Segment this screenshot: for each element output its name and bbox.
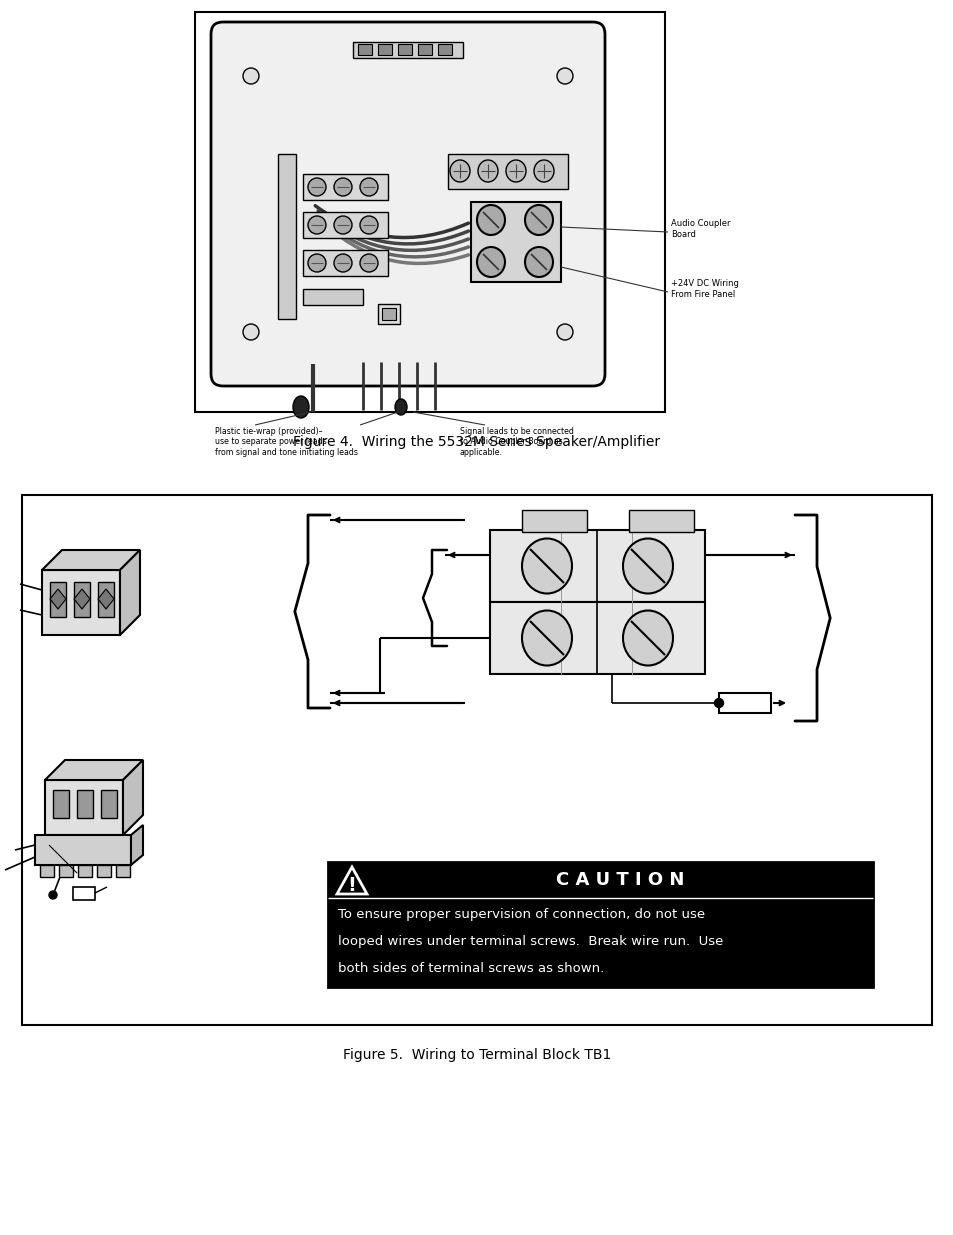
Text: +24V DC Wiring
From Fire Panel: +24V DC Wiring From Fire Panel xyxy=(670,279,739,299)
Bar xyxy=(42,571,120,635)
Polygon shape xyxy=(50,589,66,609)
Text: To ensure proper supervision of connection, do not use: To ensure proper supervision of connecti… xyxy=(337,908,704,921)
Polygon shape xyxy=(131,825,143,864)
Bar xyxy=(490,601,704,674)
Circle shape xyxy=(714,699,722,708)
Ellipse shape xyxy=(293,396,309,417)
Bar xyxy=(381,308,395,320)
Bar xyxy=(628,510,693,532)
Bar xyxy=(397,44,412,56)
Bar xyxy=(40,864,54,877)
Bar xyxy=(357,44,372,56)
Ellipse shape xyxy=(524,247,553,277)
Bar xyxy=(448,154,567,189)
Bar xyxy=(303,249,388,275)
Bar xyxy=(719,693,770,713)
Text: Figure 4.  Wiring the 5532M Series Speaker/Amplifier: Figure 4. Wiring the 5532M Series Speake… xyxy=(294,435,659,450)
Ellipse shape xyxy=(359,254,377,272)
Ellipse shape xyxy=(477,161,497,182)
Circle shape xyxy=(49,890,57,899)
Bar xyxy=(303,212,388,238)
Ellipse shape xyxy=(622,538,672,594)
Text: Figure 5.  Wiring to Terminal Block TB1: Figure 5. Wiring to Terminal Block TB1 xyxy=(342,1049,611,1062)
Polygon shape xyxy=(336,867,367,894)
Ellipse shape xyxy=(334,216,352,233)
Ellipse shape xyxy=(359,216,377,233)
Bar xyxy=(303,289,363,305)
Text: C A U T I O N: C A U T I O N xyxy=(556,871,683,889)
Bar xyxy=(521,510,586,532)
Bar xyxy=(97,864,111,877)
Polygon shape xyxy=(42,550,140,571)
Bar xyxy=(77,790,92,818)
Bar xyxy=(417,44,432,56)
Text: Signal leads to be connected
to Audio Coupler Board as
applicable.: Signal leads to be connected to Audio Co… xyxy=(459,427,574,457)
Circle shape xyxy=(557,324,573,340)
Ellipse shape xyxy=(622,610,672,666)
Bar xyxy=(116,864,130,877)
Bar xyxy=(53,790,69,818)
Polygon shape xyxy=(123,760,143,835)
Ellipse shape xyxy=(521,610,572,666)
Ellipse shape xyxy=(395,399,407,415)
Ellipse shape xyxy=(534,161,554,182)
Bar xyxy=(377,304,399,324)
Bar xyxy=(437,44,452,56)
Text: looped wires under terminal screws.  Break wire run.  Use: looped wires under terminal screws. Brea… xyxy=(337,935,722,948)
Ellipse shape xyxy=(476,205,504,235)
Bar xyxy=(194,12,664,412)
Text: Audio Coupler
Board: Audio Coupler Board xyxy=(670,220,730,238)
Ellipse shape xyxy=(359,178,377,196)
Bar xyxy=(22,495,931,1025)
Bar xyxy=(277,154,295,319)
Bar xyxy=(78,864,91,877)
Ellipse shape xyxy=(308,254,326,272)
Bar xyxy=(73,887,95,900)
Ellipse shape xyxy=(334,178,352,196)
Ellipse shape xyxy=(308,178,326,196)
Bar xyxy=(59,864,73,877)
Ellipse shape xyxy=(476,247,504,277)
Text: Plastic tie-wrap (provided)–
use to separate power leads
from signal and tone in: Plastic tie-wrap (provided)– use to sepa… xyxy=(214,427,357,457)
Ellipse shape xyxy=(521,538,572,594)
Bar xyxy=(45,781,123,835)
Ellipse shape xyxy=(505,161,525,182)
Ellipse shape xyxy=(524,205,553,235)
Bar xyxy=(328,862,872,987)
Polygon shape xyxy=(120,550,140,635)
Ellipse shape xyxy=(450,161,470,182)
Circle shape xyxy=(557,68,573,84)
Bar xyxy=(50,582,66,618)
Circle shape xyxy=(243,68,258,84)
Bar xyxy=(490,530,704,601)
Text: both sides of terminal screws as shown.: both sides of terminal screws as shown. xyxy=(337,962,603,974)
Polygon shape xyxy=(45,760,143,781)
Polygon shape xyxy=(74,589,90,609)
Bar xyxy=(98,582,113,618)
Bar xyxy=(303,174,388,200)
Bar xyxy=(471,203,560,282)
Bar xyxy=(101,790,117,818)
Ellipse shape xyxy=(334,254,352,272)
Polygon shape xyxy=(98,589,113,609)
Ellipse shape xyxy=(308,216,326,233)
Bar xyxy=(353,42,462,58)
Bar xyxy=(35,835,131,864)
Circle shape xyxy=(243,324,258,340)
FancyBboxPatch shape xyxy=(211,22,604,387)
Bar xyxy=(74,582,90,618)
Text: !: ! xyxy=(347,877,356,895)
Bar xyxy=(377,44,392,56)
